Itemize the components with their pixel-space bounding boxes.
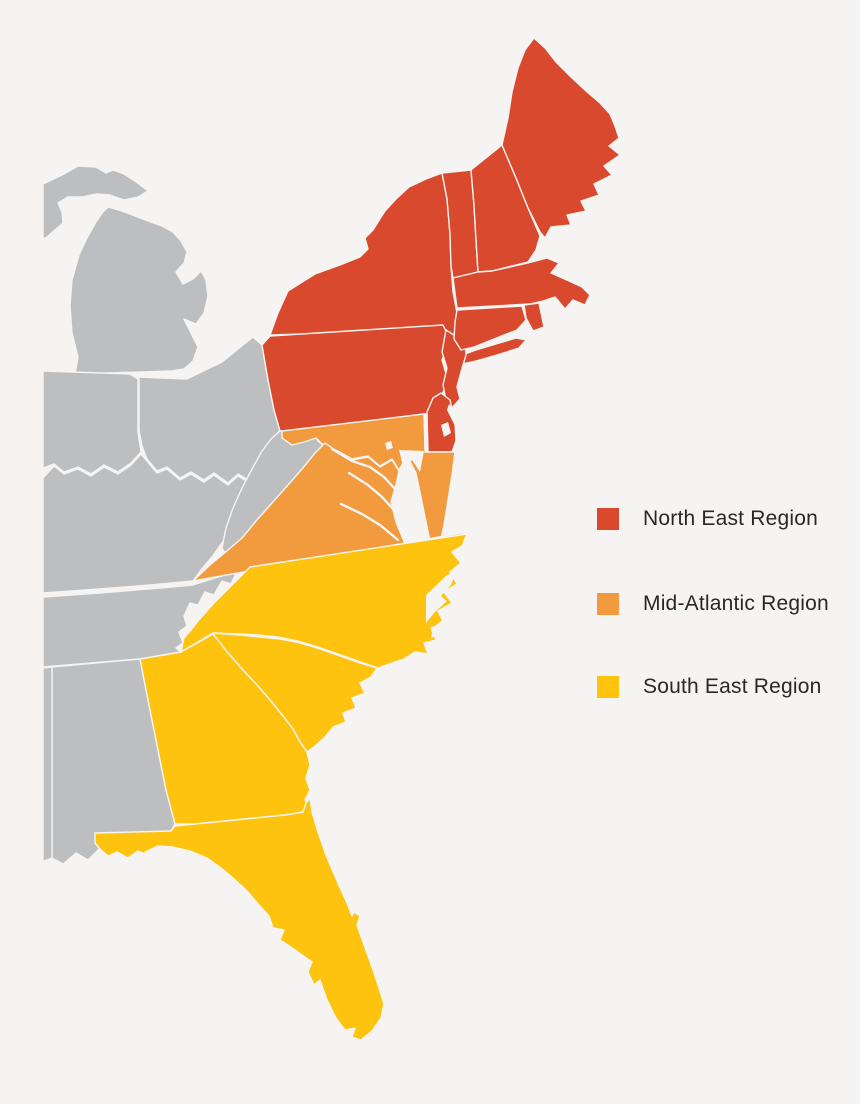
legend-label-northeast: North East Region [643, 507, 818, 530]
albemarle-sound [431, 617, 447, 639]
state-wisconsin [42, 165, 149, 240]
water-features [330, 404, 465, 639]
legend-label-midatlantic: Mid-Atlantic Region [643, 592, 829, 615]
state-connecticut [453, 305, 527, 351]
states-southeast-region [94, 533, 468, 1041]
state-indiana [42, 370, 142, 475]
delaware-bay [447, 404, 465, 438]
state-new-jersey [441, 329, 467, 410]
state-florida [94, 797, 385, 1041]
legend-item-midatlantic: Mid-Atlantic Region [597, 592, 829, 616]
state-georgia [139, 633, 311, 825]
washington-dc-notch [385, 441, 393, 450]
potomac-river [330, 447, 396, 490]
state-kentucky [42, 453, 266, 594]
delaware-coast-inlet [441, 422, 451, 437]
legend-label-southeast: South East Region [643, 675, 822, 698]
southeast-region-swatch-rect [597, 676, 619, 698]
legend-item-northeast: North East Region [597, 507, 818, 531]
state-mississippi [42, 666, 53, 862]
james-river [339, 502, 400, 542]
state-rhode-island [523, 302, 545, 332]
states-northeast-region [261, 37, 621, 453]
pamlico-sound [426, 569, 457, 623]
rappahannock-river [347, 471, 394, 510]
legend-item-southeast: South East Region [597, 675, 822, 699]
state-ohio [138, 336, 281, 484]
midatlantic-region-swatch-rect [597, 593, 619, 615]
northeast-region-swatch-rect [597, 508, 619, 530]
state-north-carolina [180, 533, 468, 669]
state-maine [501, 37, 621, 239]
southeast-region-swatch [597, 676, 619, 698]
midatlantic-region-swatch [597, 593, 619, 615]
state-massachusetts [452, 257, 591, 310]
chesapeake-bay [399, 450, 424, 472]
states-unassigned [42, 165, 348, 865]
northeast-region-swatch [597, 508, 619, 530]
state-michigan [69, 206, 209, 375]
